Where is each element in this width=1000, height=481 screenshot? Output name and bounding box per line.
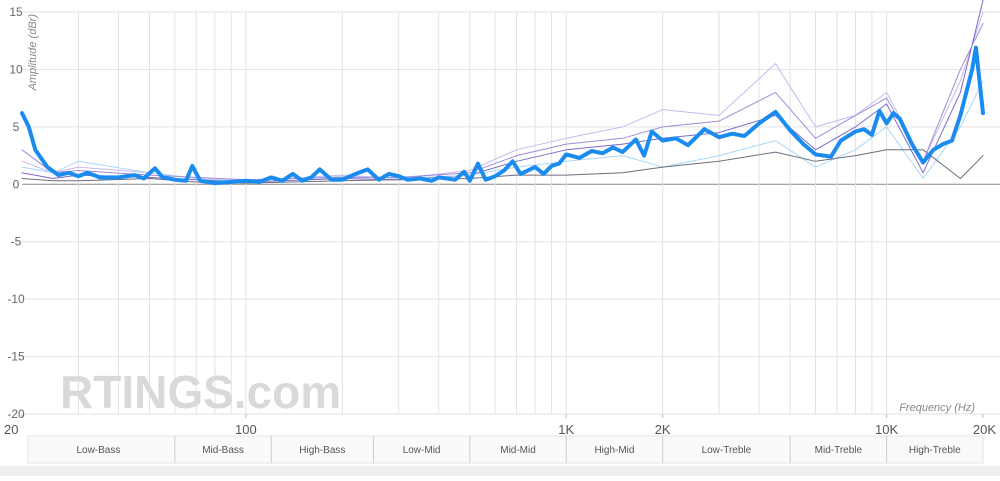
x-tick-label: 100 bbox=[235, 422, 257, 437]
band-label: Low-Treble bbox=[702, 445, 752, 456]
y-tick-label: -15 bbox=[7, 350, 25, 364]
series-line bbox=[21, 0, 984, 183]
series-line bbox=[20, 45, 985, 186]
lines bbox=[20, 0, 985, 186]
band-label: High-Treble bbox=[909, 445, 961, 456]
watermark: RTINGS.com bbox=[60, 366, 341, 418]
band-strip bbox=[27, 435, 984, 464]
band-label: Low-Bass bbox=[76, 445, 120, 456]
y-tick-label: 5 bbox=[13, 120, 20, 134]
grid bbox=[21, 11, 1000, 418]
y-tick-label: 15 bbox=[9, 5, 23, 19]
band-label: Mid-Treble bbox=[815, 445, 863, 456]
x-tick-label: 1K bbox=[558, 422, 574, 437]
x-tick-label: 20K bbox=[973, 422, 996, 437]
y-tick-label: 0 bbox=[13, 177, 20, 191]
band-label: High-Bass bbox=[299, 445, 345, 456]
x-axis-label: Frequency (Hz) bbox=[899, 402, 975, 414]
series-line bbox=[21, 11, 984, 182]
band-label: Mid-Bass bbox=[202, 445, 244, 456]
y-tick-label: -20 bbox=[7, 407, 25, 421]
y-tick-label: 10 bbox=[9, 62, 23, 76]
x-tick-label: 2K bbox=[655, 422, 671, 437]
footer-strip bbox=[0, 466, 1000, 476]
y-tick-label: -5 bbox=[11, 235, 22, 249]
y-axis-label: Amplitude (dBr) bbox=[27, 14, 39, 92]
x-tick-label: 10K bbox=[875, 422, 898, 437]
band-label: Low-Mid bbox=[403, 445, 441, 456]
series-line bbox=[21, 80, 984, 182]
band-label: High-Mid bbox=[594, 445, 634, 456]
band-label: Mid-Mid bbox=[500, 445, 536, 456]
x-tick-label: 20 bbox=[4, 422, 18, 437]
y-tick-label: -10 bbox=[7, 292, 25, 306]
